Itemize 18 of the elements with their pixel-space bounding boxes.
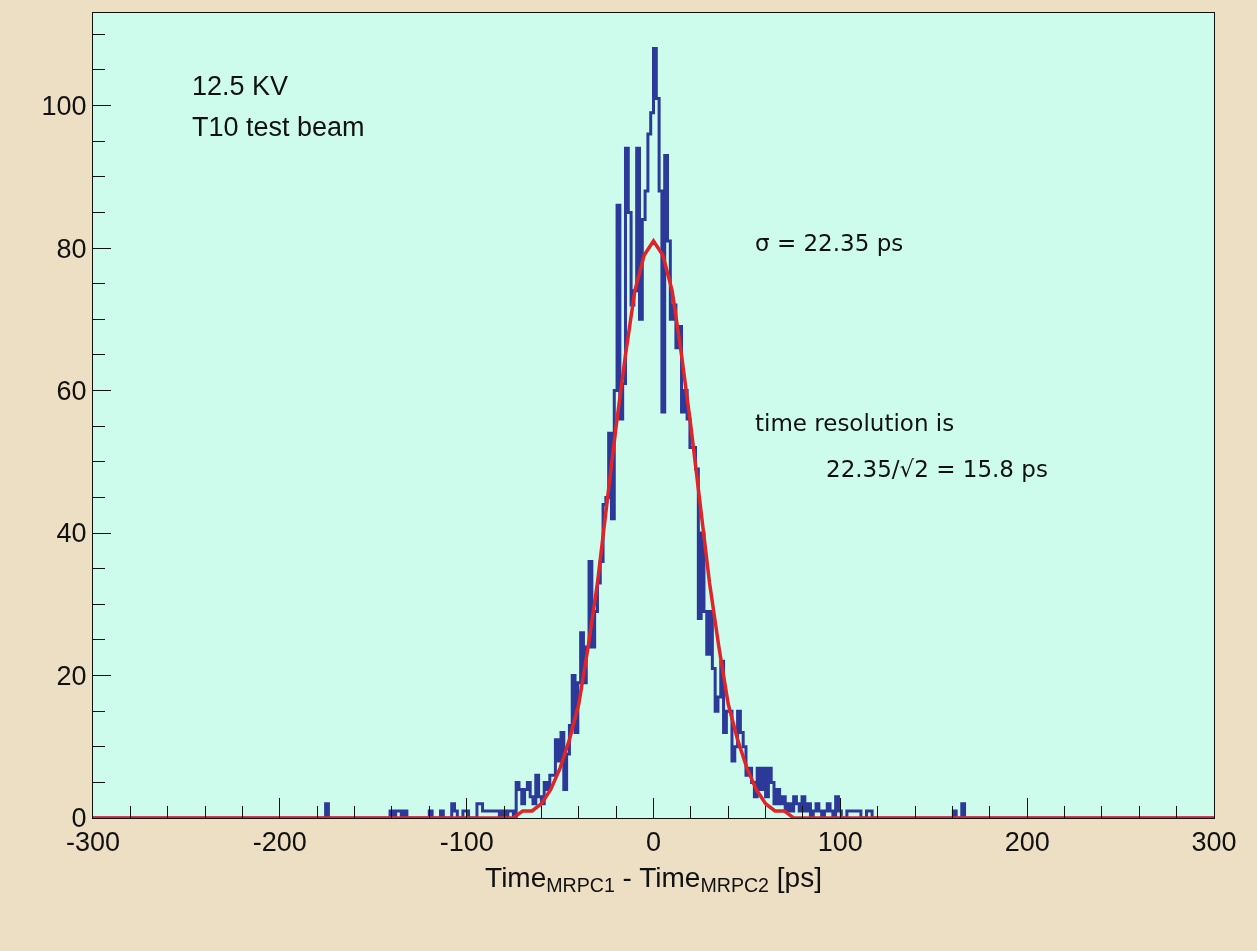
annotation: T10 test beam: [192, 112, 365, 142]
annotation: 22.35/√2 = 15.8 ps: [826, 456, 1048, 482]
y-tick-label: 60: [56, 376, 87, 407]
x-tick-label: -300: [65, 827, 121, 858]
x-tick-label: 100: [817, 827, 863, 858]
x-axis-title: Time$_{MRPC1}$ - Time$_{MRPC2}$ [ps]: [485, 861, 822, 897]
annotation: time resolution is: [755, 410, 955, 436]
x-tick-label: 300: [1191, 827, 1237, 858]
y-tick-label: 20: [56, 660, 87, 691]
x-tick-label: -100: [439, 827, 494, 858]
annotation: σ = 22.35 ps: [755, 230, 904, 256]
y-tick-label: 80: [56, 233, 87, 264]
x-tick-label: 0: [645, 827, 662, 858]
y-tick-label: 100: [41, 91, 87, 122]
annotation: 12.5 KV: [192, 71, 289, 101]
x-tick-label: -200: [252, 827, 307, 858]
x-tick-label: 200: [1004, 827, 1050, 858]
y-tick-label: 40: [56, 518, 87, 549]
